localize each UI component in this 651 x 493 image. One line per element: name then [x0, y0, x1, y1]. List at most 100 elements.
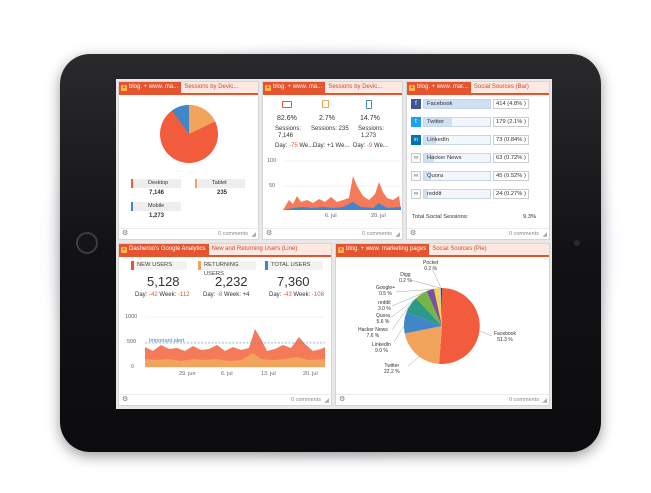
total-users-value: 7,360	[277, 274, 310, 289]
social-source-name: reddit	[427, 191, 442, 197]
metric-tab-total-users[interactable]: TOTAL USERS	[265, 261, 323, 270]
metric-swatch	[198, 261, 201, 270]
social-source-name: Hacker News	[427, 155, 462, 161]
social-source-value: 63 (0.72% )	[493, 153, 529, 163]
resize-handle-icon[interactable]: ◢	[542, 398, 547, 404]
new-users-value: 5,128	[147, 274, 180, 289]
link-icon: ∞	[411, 189, 421, 199]
gear-icon[interactable]: ⚙	[410, 230, 417, 237]
social-source-name: Facebook	[427, 101, 453, 107]
y-tick-1000: 1000	[125, 314, 138, 320]
social-bar-fill	[424, 136, 436, 144]
social-source-name: Quora	[427, 173, 444, 179]
y-tick-100: 100	[267, 158, 277, 164]
social-row[interactable]: in LinkedIn 73 (0.84% )	[411, 135, 529, 146]
mobile-sessions-label: Sessions:	[358, 126, 385, 132]
linkedin-icon: in	[411, 135, 421, 145]
important-alert-label[interactable]: Important alert	[149, 338, 185, 344]
widget-footer: ⚙ 0 comments ◢	[407, 228, 549, 239]
widget-title: ✦ blog. + www. mar...	[407, 82, 471, 93]
pie-slice-tablet	[189, 105, 216, 134]
pie-slice-twitter	[404, 326, 442, 364]
tablet-icon	[322, 100, 329, 108]
dasheroo-logo-icon: ✦	[121, 84, 127, 91]
x-tick-20-jul: 20. jul	[371, 213, 386, 219]
dasheroo-logo-icon: ✦	[338, 246, 344, 253]
widget-footer: ⚙ 0 comments ◢	[119, 228, 258, 239]
users-area-chart	[145, 316, 325, 368]
widget-header[interactable]: ✦ blog. + www. ma... Sessions by Devic...	[119, 82, 258, 95]
widget-header[interactable]: ✦ blog. + www. mar... Social Sources (Bar…	[407, 82, 549, 95]
widget-header[interactable]: ✦ blog. + www. marketing pages Social Sou…	[336, 244, 549, 257]
social-bar: Twitter	[423, 117, 491, 127]
legend-desktop: Desktop	[131, 179, 181, 188]
widget-header[interactable]: ✦ Dasheroo's Google Analytics New and Ret…	[119, 244, 331, 257]
comments-link[interactable]: 0 comments	[362, 231, 392, 237]
mobile-icon	[366, 100, 372, 109]
social-row[interactable]: ∞ Hacker News 63 (0.72% )	[411, 153, 529, 164]
widget-sessions-by-device-stats: ✦ blog. + www. ma... Sessions by Devic...…	[262, 81, 403, 240]
comments-link[interactable]: 0 comments	[509, 397, 539, 403]
social-source-value: 24 (0.27% )	[493, 189, 529, 199]
legend-value-desktop: 7,146	[149, 190, 165, 196]
home-button[interactable]	[76, 232, 98, 254]
gear-icon[interactable]: ⚙	[122, 230, 129, 237]
resize-handle-icon[interactable]: ◢	[542, 232, 547, 238]
dasheroo-logo-icon: ✦	[121, 246, 127, 253]
widget-title: ✦ blog. + www. marketing pages	[336, 244, 430, 255]
returning-users-value: 2,232	[215, 274, 248, 289]
gear-icon[interactable]: ⚙	[266, 230, 273, 237]
social-bar: reddit	[423, 189, 491, 199]
comments-link[interactable]: 0 comments	[218, 231, 248, 237]
social-row[interactable]: f Facebook 414 (4.8% )	[411, 99, 529, 110]
metric-swatch	[265, 261, 268, 270]
social-row[interactable]: ∞ Quora 45 (0.52% )	[411, 171, 529, 182]
tablet-frame: ✦ blog. + www. ma... Sessions by Devic...…	[60, 54, 601, 452]
new-users-change: Day: -42 Week: -112	[135, 292, 190, 298]
comments-link[interactable]: 0 comments	[509, 231, 539, 237]
social-row[interactable]: t Twitter 179 (2.1% )	[411, 117, 529, 128]
desktop-day-change: Day: -75 We...	[275, 143, 314, 149]
legend-swatch	[195, 179, 197, 188]
legend-value-tablet: 235	[217, 190, 228, 196]
twitter-icon: t	[411, 117, 421, 127]
pie-label-facebook: Facebook 51.3 %	[494, 331, 516, 343]
social-bar-fill	[424, 100, 490, 108]
social-bar: Facebook	[423, 99, 491, 109]
resize-handle-icon[interactable]: ◢	[395, 232, 400, 238]
widget-footer: ⚙ 0 comments ◢	[263, 228, 402, 239]
gear-icon[interactable]: ⚙	[122, 396, 129, 403]
social-source-name: LinkedIn	[427, 137, 449, 143]
widget-social-sources-pie: ✦ blog. + www. marketing pages Social Sou…	[335, 243, 550, 406]
widget-header[interactable]: ✦ blog. + www. ma... Sessions by Devic...	[263, 82, 402, 95]
device-sessions-area-chart	[283, 160, 401, 210]
mobile-percent: 14.7%	[360, 115, 380, 122]
widget-footer: ⚙ 0 comments ◢	[336, 394, 549, 405]
resize-handle-icon[interactable]: ◢	[324, 398, 329, 404]
social-source-name: Twitter	[427, 119, 445, 125]
pie-leader-lines	[389, 267, 493, 367]
widget-social-sources-bar: ✦ blog. + www. mar... Social Sources (Bar…	[406, 81, 550, 240]
widget-title: ✦ blog. + www. ma...	[263, 82, 326, 93]
mobile-sessions-value: 1,273	[361, 133, 377, 139]
social-bar: Hacker News	[423, 153, 491, 163]
social-row[interactable]: ∞ reddit 24 (0.27% )	[411, 189, 529, 200]
gear-icon[interactable]: ⚙	[339, 396, 346, 403]
metric-tab-returning-users[interactable]: RETURNING USERS	[198, 261, 256, 277]
area-series-new-users	[145, 329, 325, 367]
metric-tab-new-users[interactable]: NEW USERS	[131, 261, 187, 270]
desktop-sessions-value: 7,146	[278, 133, 294, 139]
pie-slice-google-plus	[433, 288, 442, 326]
total-social-sessions-value: 9.3%	[523, 214, 537, 220]
resize-handle-icon[interactable]: ◢	[251, 232, 256, 238]
legend-swatch	[131, 202, 133, 211]
pie-slice-linkedin	[403, 312, 442, 334]
y-tick-0: 0	[131, 364, 135, 370]
comments-link[interactable]: 0 comments	[291, 397, 321, 403]
social-source-value: 45 (0.52% )	[493, 171, 529, 181]
social-bar-fill	[424, 118, 453, 126]
pie-slice-quora	[416, 291, 442, 326]
y-tick-50: 50	[269, 183, 276, 189]
link-icon: ∞	[411, 153, 421, 163]
tablet-percent: 2.7%	[319, 115, 335, 122]
